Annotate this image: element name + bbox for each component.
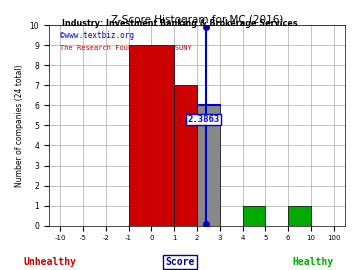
Text: Score: Score — [165, 257, 195, 267]
Bar — [288, 206, 311, 226]
Title: Z-Score Histogram for MC (2016): Z-Score Histogram for MC (2016) — [111, 15, 283, 25]
Y-axis label: Number of companies (24 total): Number of companies (24 total) — [15, 64, 24, 187]
Text: The Research Foundation of SUNY: The Research Foundation of SUNY — [60, 45, 192, 51]
Bar — [129, 45, 174, 226]
Text: Unhealthy: Unhealthy — [24, 257, 77, 267]
Text: 2.3863: 2.3863 — [187, 115, 220, 124]
Text: ©www.textbiz.org: ©www.textbiz.org — [60, 31, 134, 40]
Bar — [197, 105, 220, 226]
Text: Industry: Investment Banking & Brokerage Services: Industry: Investment Banking & Brokerage… — [62, 19, 298, 28]
Bar — [243, 206, 265, 226]
Bar — [174, 85, 197, 226]
Text: Healthy: Healthy — [293, 257, 334, 267]
